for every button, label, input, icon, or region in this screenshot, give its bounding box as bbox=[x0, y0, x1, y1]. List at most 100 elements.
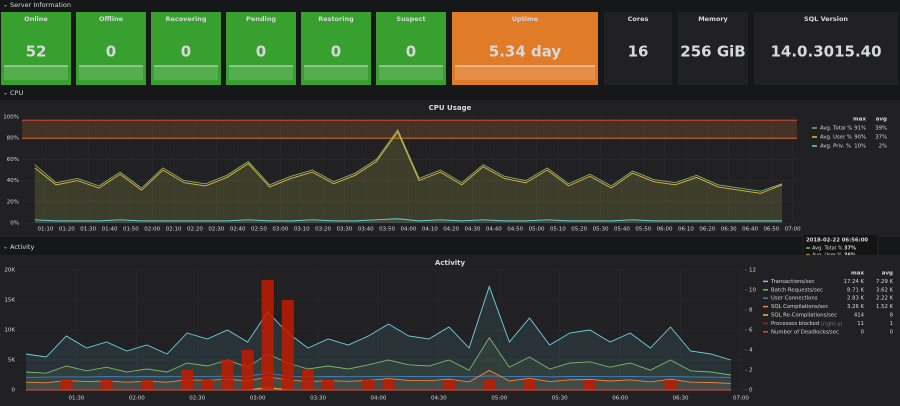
stat-background bbox=[754, 12, 898, 85]
stat-background bbox=[151, 12, 221, 85]
x-tick-label: 01:30 bbox=[80, 227, 96, 233]
y-tick-label: 20% bbox=[7, 199, 19, 205]
legend-max: 414 bbox=[854, 313, 865, 319]
y2-tick-label: 4 bbox=[749, 348, 753, 354]
legend-header: max bbox=[851, 271, 864, 277]
x-tick-label: 06:50 bbox=[763, 227, 779, 233]
axis-note: (right-y) bbox=[821, 321, 843, 327]
sparkline-fill bbox=[154, 66, 218, 80]
bar bbox=[523, 380, 536, 390]
row-title[interactable]: Server Information bbox=[10, 1, 71, 9]
x-tick-label: 06:30 bbox=[673, 396, 689, 402]
stat-value: 0 bbox=[181, 43, 191, 61]
x-tick-label: 02:40 bbox=[230, 227, 246, 233]
chart-title: CPU Usage bbox=[429, 104, 472, 112]
x-tick-label: 04:50 bbox=[507, 227, 523, 233]
legend-header: max bbox=[853, 117, 866, 123]
legend-item[interactable]: User Connections 2.83 K 2.22 K bbox=[763, 296, 894, 302]
sparkline-fill bbox=[4, 66, 68, 80]
stat-background bbox=[678, 12, 748, 85]
legend-max: 90% bbox=[854, 135, 866, 141]
stat-value: 0 bbox=[256, 43, 266, 61]
legend-item[interactable]: Batch Requests/sec 8.71 K 3.62 K bbox=[763, 287, 894, 293]
x-tick-label: 03:20 bbox=[315, 227, 331, 233]
y-tick-label: 20K bbox=[4, 268, 15, 274]
bar bbox=[261, 280, 274, 390]
legend-max: 10% bbox=[854, 144, 866, 150]
series-line bbox=[34, 218, 783, 222]
x-tick-label: 01:50 bbox=[123, 227, 139, 233]
stat-panel: Suspect 0 bbox=[376, 12, 446, 85]
row-chevron[interactable]: ⌄ bbox=[3, 90, 8, 97]
legend-avg: 1.52 K bbox=[876, 304, 893, 310]
stat-value: 0 bbox=[106, 43, 116, 61]
x-tick-label: 01:30 bbox=[68, 396, 84, 402]
legend-label: Avg. Priv. % bbox=[820, 144, 851, 150]
legend-avg: 37% bbox=[875, 135, 887, 141]
legend-item[interactable]: Avg. User % 90% 37% bbox=[812, 135, 887, 141]
legend-avg: 8 bbox=[890, 313, 894, 319]
tooltip-value: 37% bbox=[844, 246, 856, 252]
x-tick-label: 05:30 bbox=[593, 227, 609, 233]
row-title[interactable]: Activity bbox=[10, 243, 34, 251]
x-tick-label: 01:20 bbox=[59, 227, 75, 233]
legend-item[interactable]: Avg. Total % 91% 39% bbox=[812, 126, 887, 132]
x-tick-label: 03:30 bbox=[310, 396, 326, 402]
stat-value: 0 bbox=[406, 43, 416, 61]
x-tick-label: 04:40 bbox=[486, 227, 502, 233]
x-tick-label: 02:30 bbox=[208, 227, 224, 233]
x-tick-label: 01:10 bbox=[38, 227, 54, 233]
row-chevron[interactable]: ⌄ bbox=[3, 2, 8, 9]
x-tick-label: 05:40 bbox=[614, 227, 630, 233]
legend-label: Processes blocked (right-y) bbox=[771, 321, 843, 327]
x-tick-label: 02:00 bbox=[144, 227, 160, 233]
stat-panel: Restoring 0 bbox=[301, 12, 371, 85]
bar bbox=[442, 380, 456, 390]
bar bbox=[362, 380, 375, 390]
tooltip-label: Avg. Total % bbox=[812, 246, 843, 252]
y-tick-label: 15K bbox=[4, 298, 15, 304]
stat-panel: Cores 16 bbox=[604, 12, 672, 85]
x-tick-label: 01:40 bbox=[102, 227, 118, 233]
legend-max: 17.24 K bbox=[844, 279, 865, 285]
bar bbox=[140, 380, 153, 390]
series-line bbox=[26, 372, 731, 378]
y2-tick-label: 10 bbox=[749, 288, 756, 294]
y2-tick-label: 8 bbox=[749, 308, 753, 314]
series-line bbox=[34, 128, 783, 192]
stat-title: Pending bbox=[246, 15, 276, 23]
legend-item[interactable]: SQL Compilations/sec 3.26 K 1.52 K bbox=[763, 304, 894, 310]
bar bbox=[60, 380, 73, 390]
legend-item[interactable]: SQL Re-Compilations/sec 414 8 bbox=[763, 313, 894, 319]
legend-item[interactable]: Processes blocked (right-y) 11 1 bbox=[763, 321, 893, 327]
legend-header: avg bbox=[876, 117, 887, 123]
y2-tick-label: 6 bbox=[749, 328, 753, 334]
x-tick-label: 03:00 bbox=[272, 227, 288, 233]
x-tick-label: 03:00 bbox=[250, 396, 266, 402]
legend-avg: 3.62 K bbox=[876, 287, 893, 293]
tooltip-time: 2018-02-22 06:56:00 bbox=[806, 238, 868, 244]
series-area bbox=[26, 286, 731, 390]
legend-item[interactable]: Transactions/sec 17.24 K 7.29 K bbox=[763, 279, 894, 285]
x-tick-label: 04:10 bbox=[422, 227, 438, 233]
bar bbox=[301, 370, 315, 390]
stat-title: Restoring bbox=[318, 15, 354, 23]
x-tick-label: 04:00 bbox=[401, 227, 417, 233]
sparkline-fill bbox=[229, 66, 293, 80]
bar bbox=[100, 380, 113, 390]
bar bbox=[241, 350, 254, 390]
stat-title: Cores bbox=[628, 15, 649, 23]
stat-title: Uptime bbox=[512, 15, 539, 23]
x-tick-label: 04:30 bbox=[431, 396, 447, 402]
legend-item[interactable]: Avg. Priv. % 10% 2% bbox=[812, 144, 887, 150]
stat-value: 0 bbox=[331, 43, 341, 61]
legend-item[interactable]: Number of Deadlocks/sec 0 0 bbox=[763, 329, 894, 335]
bar bbox=[322, 380, 335, 390]
row-chevron[interactable]: ⌄ bbox=[3, 244, 8, 251]
x-tick-label: 05:00 bbox=[491, 396, 507, 402]
sparkline-fill bbox=[79, 66, 143, 80]
row-title[interactable]: CPU bbox=[10, 89, 23, 97]
x-tick-label: 05:20 bbox=[571, 227, 587, 233]
stat-background bbox=[604, 12, 672, 85]
stat-value: 5.34 day bbox=[489, 43, 562, 61]
